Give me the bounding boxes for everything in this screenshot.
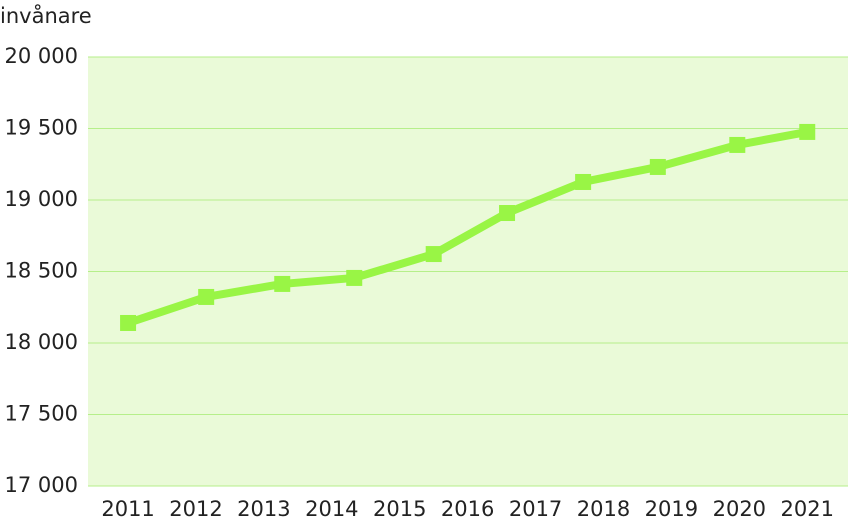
x-tick-label: 2016 [441,497,494,521]
y-tick-label: 18 000 [5,330,78,354]
x-tick-label: 2011 [101,497,154,521]
x-tick-label: 2020 [713,497,766,521]
x-tick-label: 2012 [169,497,222,521]
data-marker [729,136,746,153]
y-axis-title: invånare [0,3,92,28]
x-tick-label: 2013 [237,497,290,521]
x-tick-label: 2015 [373,497,426,521]
data-marker [649,158,666,175]
y-tick-label: 17 000 [5,473,78,497]
data-marker [274,275,291,292]
y-tick-label: 17 500 [5,402,78,426]
data-marker [799,123,816,140]
data-marker [575,173,592,190]
y-tick-label: 18 500 [5,259,78,283]
x-tick-label: 2019 [645,497,698,521]
data-line [126,127,808,327]
data-marker [499,205,516,222]
y-tick-label: 19 000 [5,187,78,211]
x-tick-label: 2018 [577,497,630,521]
data-marker [346,269,363,286]
y-tick-label: 20 000 [5,44,78,68]
x-tick-label: 2021 [781,497,834,521]
y-tick-label: 19 500 [5,116,78,140]
data-marker [425,246,442,263]
data-marker [198,288,215,305]
x-tick-label: 2014 [305,497,358,521]
x-tick-label: 2017 [509,497,562,521]
data-marker [120,314,137,331]
